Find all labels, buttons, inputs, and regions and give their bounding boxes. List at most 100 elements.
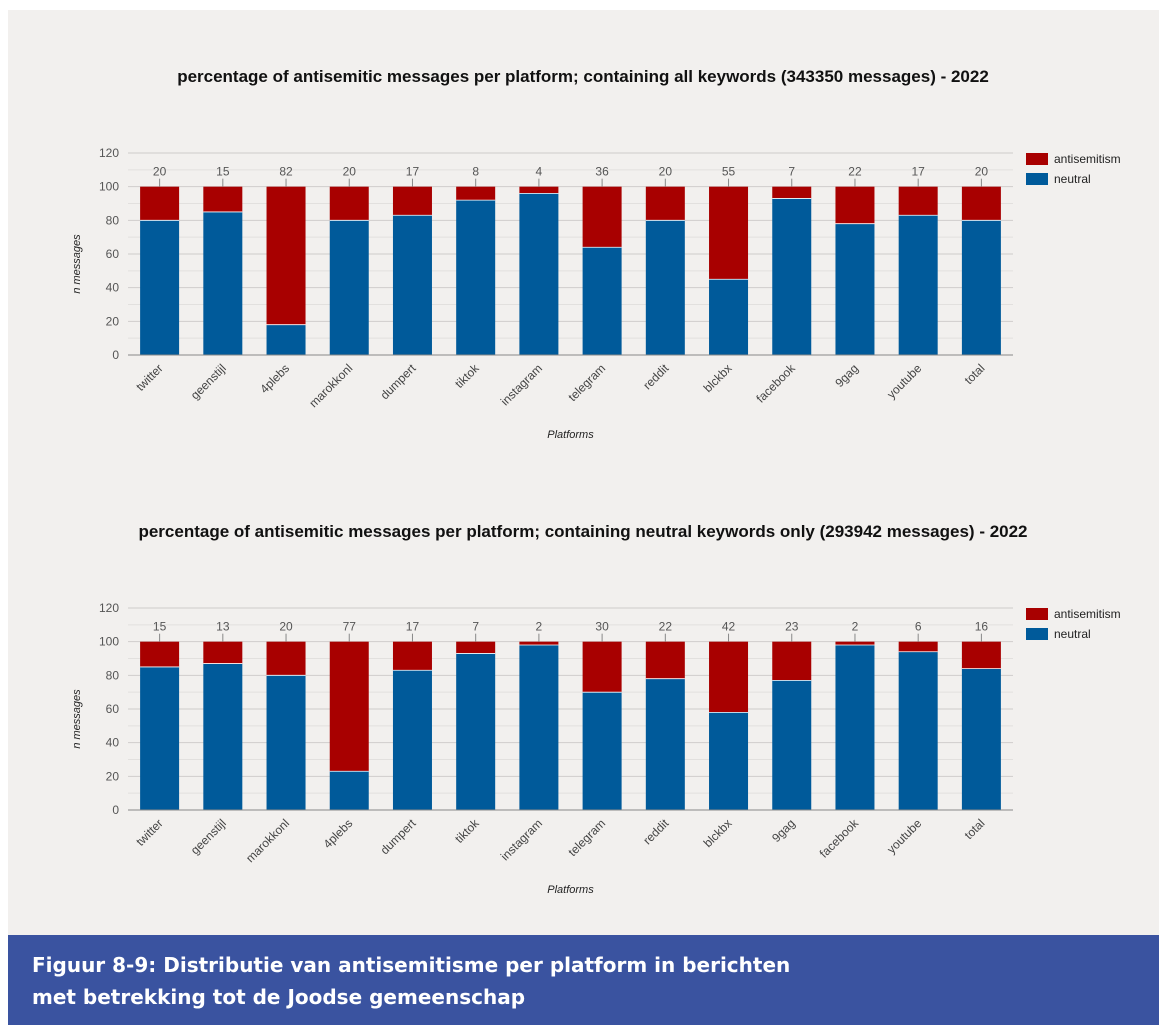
bar-neutral-9gag	[835, 223, 875, 355]
y-tick-label: 40	[106, 736, 120, 750]
value-label-tiktok: 7	[472, 620, 479, 634]
y-tick-label: 80	[106, 213, 120, 227]
x-tick-label-reddit: reddit	[640, 816, 672, 848]
y-axis-label: n messages	[71, 234, 83, 294]
bar-neutral-dumpert	[392, 215, 432, 355]
bar-neutral-instagram	[519, 193, 559, 355]
x-tick-label-total: total	[962, 361, 988, 387]
bar-antisemitism-blckbx	[709, 641, 749, 713]
chart-title: percentage of antisemitic messages per p…	[138, 522, 1027, 541]
legend-label-antisemitism: antisemitism	[1054, 152, 1121, 166]
bar-antisemitism-facebook	[772, 186, 812, 199]
x-tick-label-instagram: instagram	[498, 816, 545, 863]
x-tick-label-telegram: telegram	[565, 816, 608, 859]
figure-panel: percentage of antisemitic messages per p…	[8, 10, 1159, 935]
bar-neutral-telegram	[582, 247, 622, 355]
bar-neutral-4plebs	[266, 324, 306, 355]
bar-antisemitism-youtube	[898, 641, 938, 652]
x-tick-label-facebook: facebook	[754, 361, 799, 406]
y-tick-label: 100	[99, 635, 119, 649]
value-label-telegram: 30	[595, 620, 609, 634]
bar-antisemitism-instagram	[519, 186, 559, 194]
value-label-reddit: 20	[659, 165, 673, 179]
bar-neutral-youtube	[898, 651, 938, 810]
value-label-total: 16	[975, 620, 989, 634]
bar-neutral-total	[961, 220, 1001, 355]
value-label-blckbx: 42	[722, 620, 736, 634]
bar-neutral-instagram	[519, 645, 559, 810]
bar-antisemitism-reddit	[645, 186, 685, 221]
x-tick-label-telegram: telegram	[565, 361, 608, 404]
bar-antisemitism-dumpert	[392, 641, 432, 671]
legend-label-neutral: neutral	[1054, 627, 1091, 641]
bar-antisemitism-geenstijl	[203, 641, 243, 664]
value-label-telegram: 36	[595, 165, 609, 179]
value-label-instagram: 2	[536, 620, 543, 634]
bar-neutral-4plebs	[329, 771, 369, 810]
bar-neutral-reddit	[645, 678, 685, 810]
x-tick-label-facebook: facebook	[817, 816, 862, 861]
bar-antisemitism-marokkonl	[266, 641, 306, 676]
bar-antisemitism-geenstijl	[203, 186, 243, 212]
bar-neutral-tiktok	[456, 653, 496, 810]
legend-label-neutral: neutral	[1054, 172, 1091, 186]
x-tick-label-youtube: youtube	[884, 816, 924, 856]
bar-neutral-blckbx	[709, 279, 749, 355]
y-tick-label: 40	[106, 281, 120, 295]
bar-antisemitism-4plebs	[329, 641, 369, 772]
bar-neutral-reddit	[645, 220, 685, 355]
bar-neutral-marokkonl	[266, 675, 306, 810]
bar-antisemitism-instagram	[519, 641, 559, 646]
x-axis-label: Platforms	[547, 429, 594, 441]
value-label-twitter: 15	[153, 620, 167, 634]
x-tick-label-marokkonl: marokkonl	[243, 816, 292, 865]
bar-neutral-tiktok	[456, 200, 496, 355]
bar-antisemitism-total	[961, 186, 1001, 221]
bar-antisemitism-twitter	[140, 186, 180, 221]
bar-antisemitism-facebook	[835, 641, 875, 646]
x-tick-label-9gag: 9gag	[832, 361, 861, 390]
bar-antisemitism-telegram	[582, 186, 622, 248]
value-label-total: 20	[975, 165, 989, 179]
y-tick-label: 60	[106, 702, 120, 716]
x-tick-label-twitter: twitter	[133, 816, 166, 849]
x-tick-label-blckbx: blckbx	[701, 361, 735, 395]
bar-antisemitism-twitter	[140, 641, 180, 667]
x-tick-label-blckbx: blckbx	[701, 816, 735, 850]
value-label-geenstijl: 15	[216, 165, 230, 179]
legend-swatch-antisemitism	[1026, 608, 1048, 620]
bar-neutral-marokkonl	[329, 220, 369, 355]
y-tick-label: 20	[106, 769, 120, 783]
bar-neutral-dumpert	[392, 670, 432, 810]
y-tick-label: 120	[99, 601, 119, 615]
bar-antisemitism-blckbx	[709, 186, 749, 280]
y-tick-label: 100	[99, 180, 119, 194]
caption-line-2: met betrekking tot de Joodse gemeenschap	[32, 985, 526, 1009]
bar-neutral-geenstijl	[203, 663, 243, 810]
value-label-reddit: 22	[659, 620, 673, 634]
x-tick-label-reddit: reddit	[640, 361, 672, 393]
bar-antisemitism-9gag	[835, 186, 875, 224]
x-tick-label-twitter: twitter	[133, 361, 166, 394]
x-tick-label-instagram: instagram	[498, 361, 545, 408]
x-tick-label-4plebs: 4plebs	[320, 816, 355, 851]
bar-antisemitism-4plebs	[266, 186, 306, 325]
x-tick-label-youtube: youtube	[884, 361, 924, 401]
value-label-dumpert: 17	[406, 165, 420, 179]
chart-title: percentage of antisemitic messages per p…	[177, 67, 989, 86]
value-label-facebook: 7	[788, 165, 795, 179]
y-tick-label: 60	[106, 247, 120, 261]
x-tick-label-9gag: 9gag	[769, 816, 798, 845]
bar-antisemitism-9gag	[772, 641, 812, 681]
bar-antisemitism-youtube	[898, 186, 938, 216]
bar-antisemitism-total	[961, 641, 1001, 669]
bar-neutral-twitter	[140, 666, 180, 810]
value-label-marokkonl: 20	[279, 620, 293, 634]
legend-swatch-neutral	[1026, 173, 1048, 185]
figure-caption: Figuur 8-9: Distributie van antisemitism…	[8, 935, 1159, 1025]
x-tick-label-geenstijl: geenstijl	[188, 816, 229, 857]
bar-neutral-9gag	[772, 680, 812, 810]
legend-swatch-neutral	[1026, 628, 1048, 640]
x-tick-label-dumpert: dumpert	[378, 361, 419, 402]
y-tick-label: 0	[112, 803, 119, 817]
